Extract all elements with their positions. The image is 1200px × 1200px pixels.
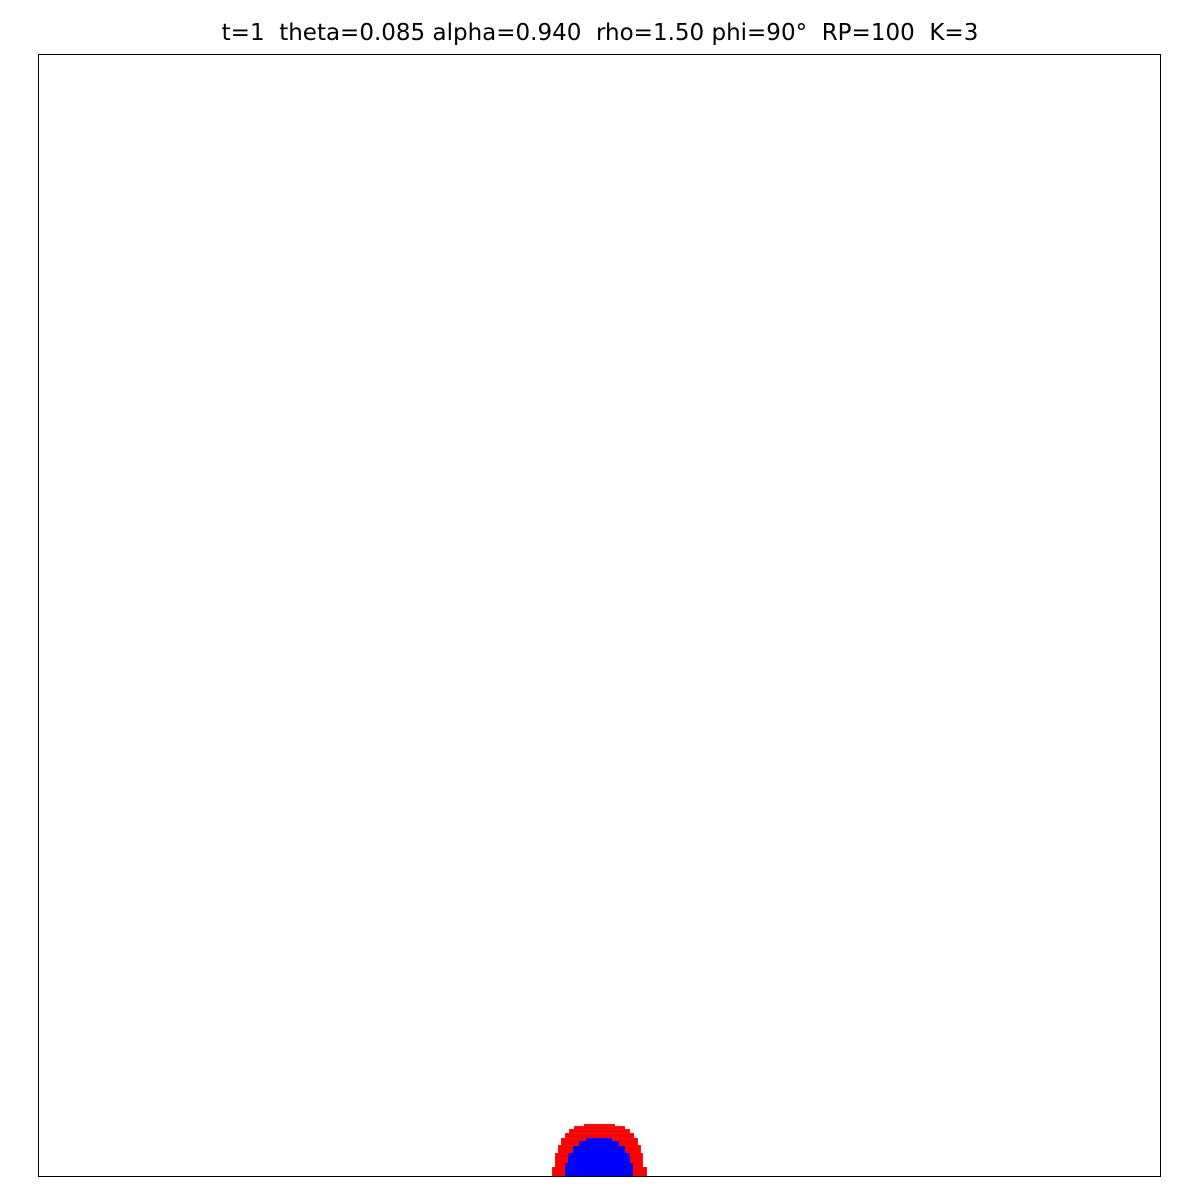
shell-row <box>569 1129 630 1134</box>
shell-row <box>565 1133 634 1139</box>
core-row <box>579 1141 619 1147</box>
shell-row <box>574 1126 625 1130</box>
inner-core <box>565 1138 633 1176</box>
core-row <box>573 1146 625 1154</box>
plot-title: t=1 theta=0.085 alpha=0.940 rho=1.50 phi… <box>221 20 979 46</box>
core-row <box>568 1153 630 1164</box>
core-row <box>565 1163 633 1176</box>
plot-frame <box>38 54 1161 1177</box>
core-row <box>586 1138 612 1142</box>
simulation-canvas <box>552 1124 647 1176</box>
shell-row <box>584 1124 615 1127</box>
